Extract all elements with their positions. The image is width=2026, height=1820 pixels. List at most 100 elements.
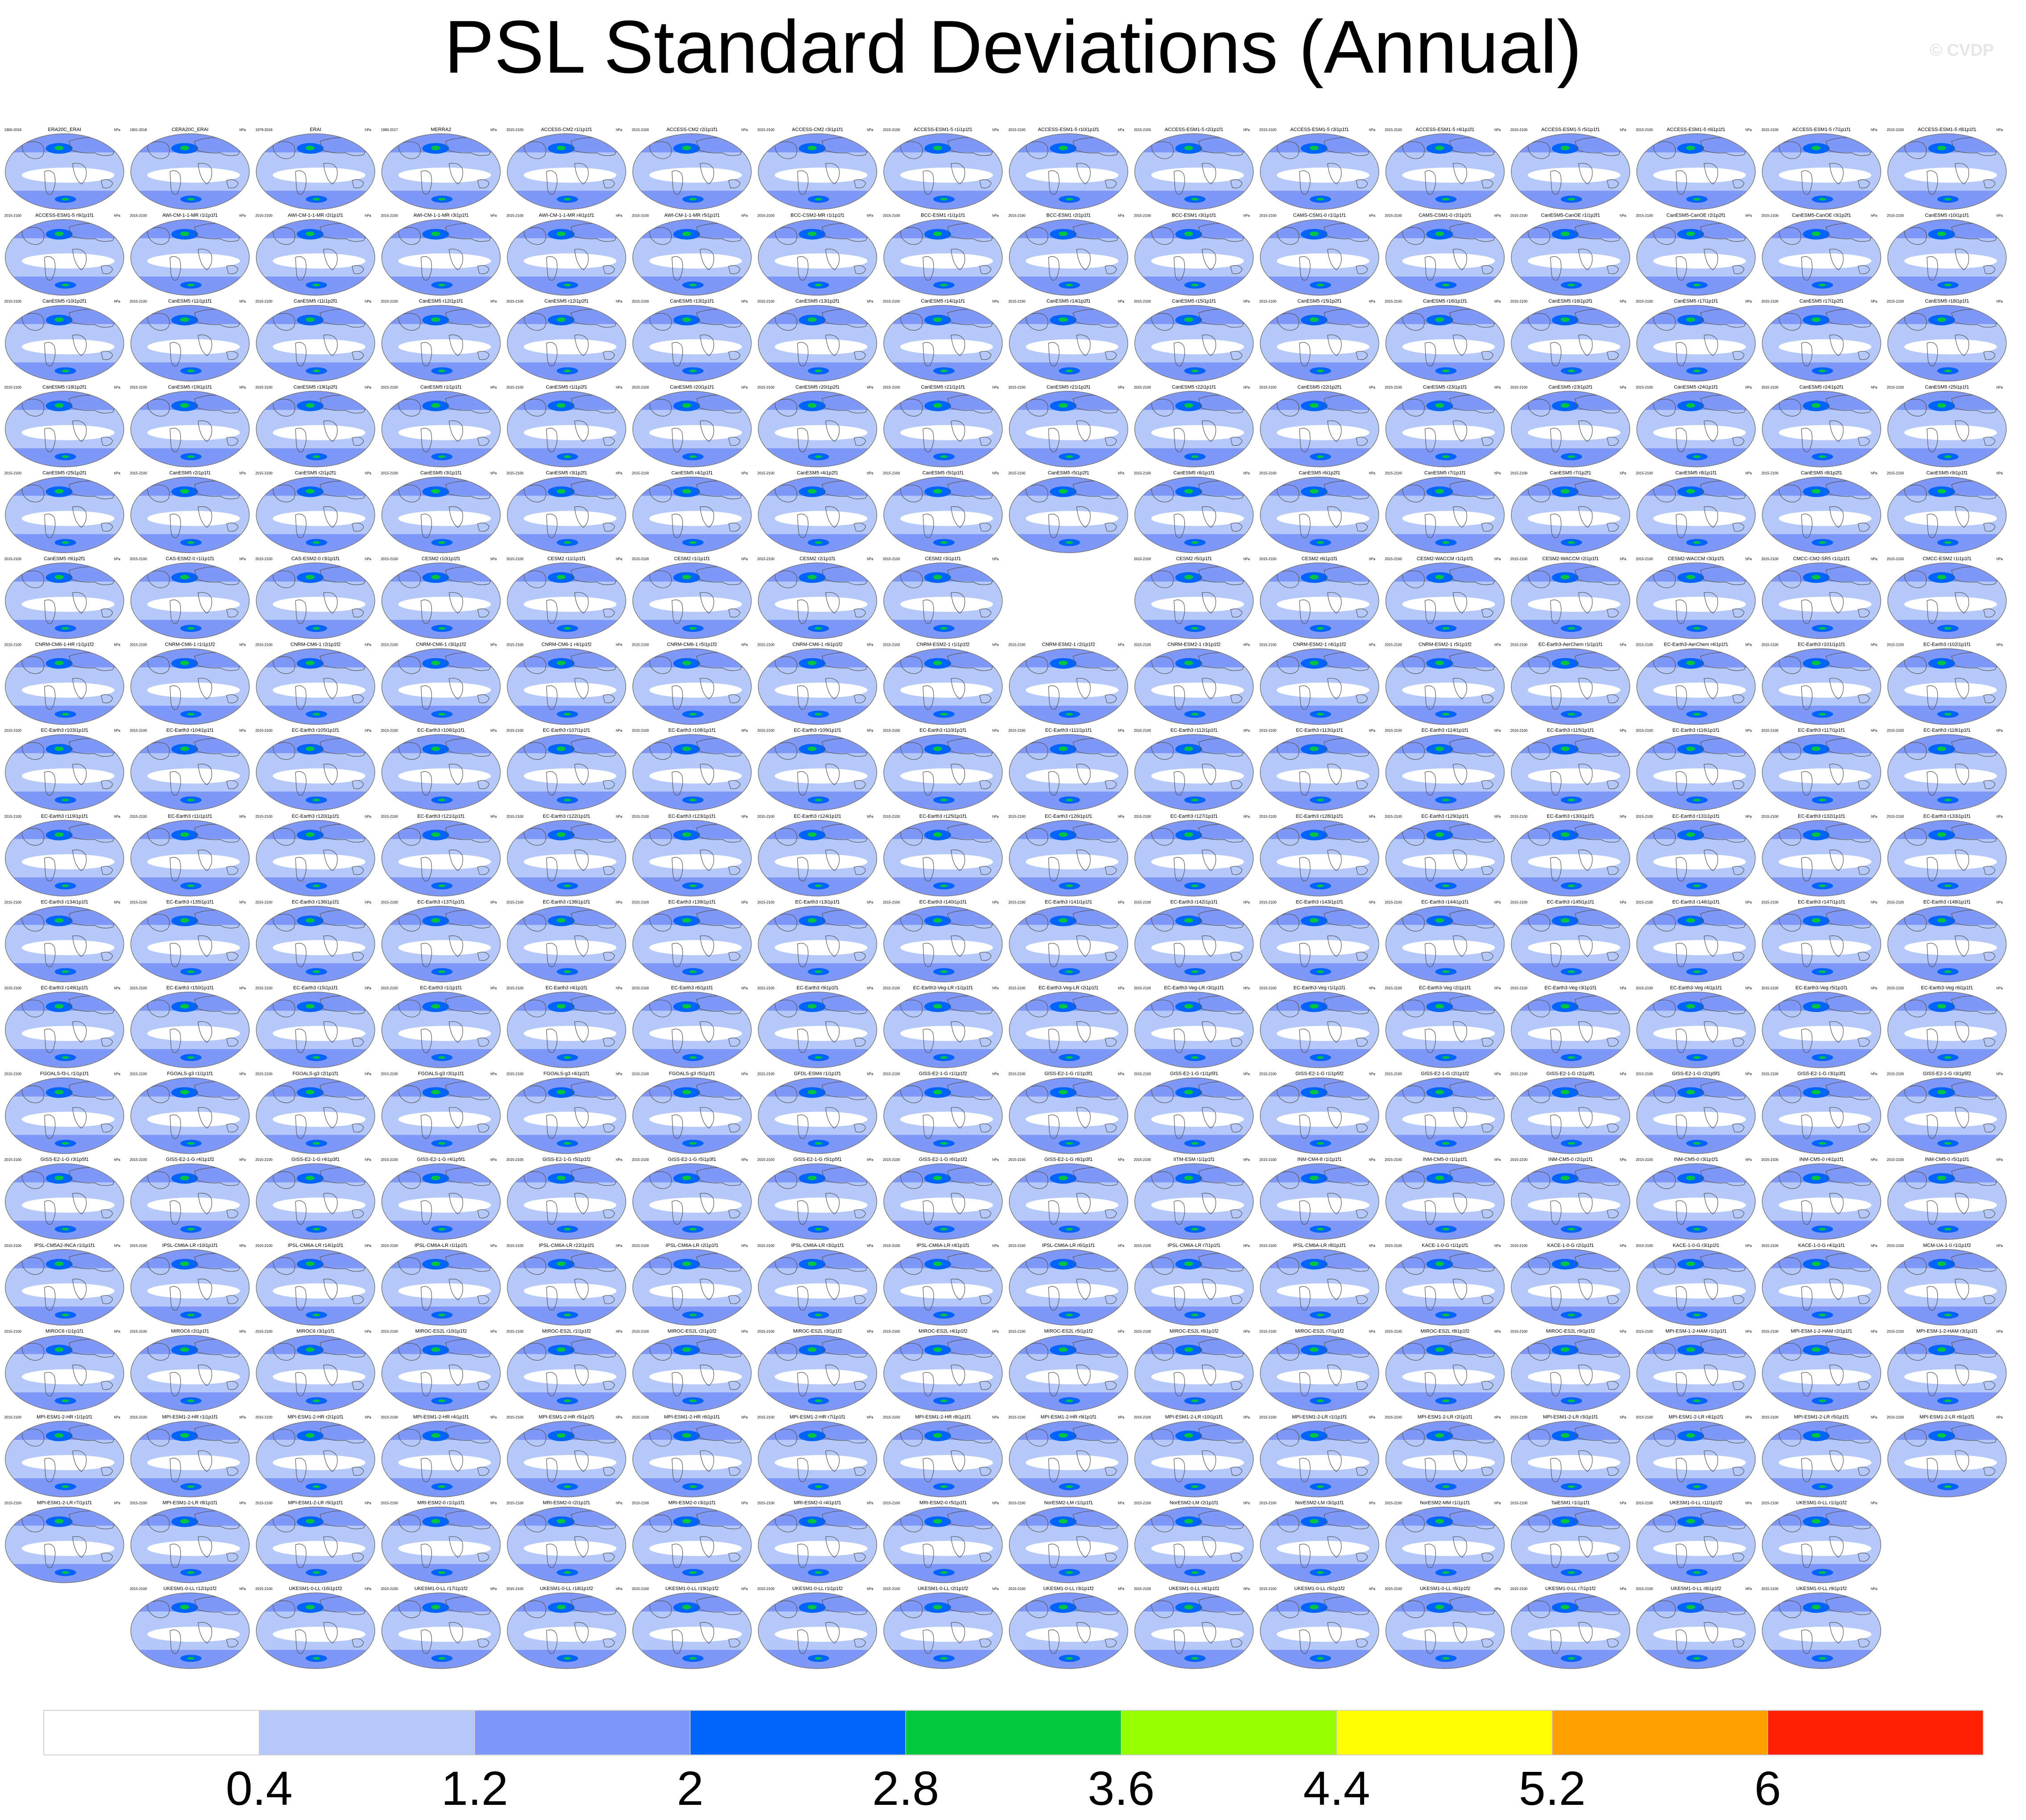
south-peak — [438, 198, 446, 201]
panel-title: MERRA2 — [431, 127, 451, 132]
panel-years: 2015-2100 — [632, 128, 649, 132]
north-peak — [682, 146, 691, 150]
south-peak — [187, 283, 195, 287]
north-peak — [1561, 146, 1570, 150]
map-outline — [381, 133, 501, 210]
colorbar-swatch — [1552, 1710, 1768, 1755]
colorbar-swatch — [474, 1710, 691, 1755]
south-peak — [1819, 198, 1826, 201]
map-panel: ACCESS-ESM1-5 r4i1p1f1 2015-2100 hPa — [1385, 127, 1505, 210]
south-peak — [689, 198, 697, 201]
panel-years: 2015-2100 — [883, 128, 900, 132]
map-outline — [1385, 133, 1505, 210]
panel-years: 2015-2100 — [757, 128, 775, 132]
panel-grid: ERA20C_ERAI 1900-2018 hPa CERA20C_ERAI 1901-… — [4, 127, 2007, 1669]
colorbar-swatch — [905, 1710, 1122, 1755]
chart-title: PSL Standard Deviations (Annual) — [444, 5, 1582, 89]
panel-units: hPa — [490, 128, 497, 132]
map-outline — [1260, 133, 1379, 210]
map-outline — [1009, 133, 1128, 210]
panel-title: ERAI — [310, 127, 321, 132]
map-panel: CERA20C_ERAI 1901-2018 hPa — [130, 127, 250, 210]
north-peak — [1937, 146, 1946, 150]
map-panel: ERAI 1979-2018 hPa — [255, 127, 375, 210]
south-peak — [815, 198, 822, 201]
panel-title: AWI-CM-1-1-MR r2i1p1f1 — [288, 213, 343, 218]
panel-units: hPa — [1745, 128, 1752, 132]
panel-units: hPa — [1243, 128, 1250, 132]
panel-units: hPa — [1871, 128, 1878, 132]
panel-title: AWI-CM-1-1-MR r1i1p1f1 — [162, 213, 217, 218]
panel-title: ACCESS-ESM1-5 r3i1p1f1 — [1290, 127, 1349, 132]
panel-title: ACCESS-ESM1-5 r5i1p1f1 — [1541, 127, 1599, 132]
south-peak — [1316, 198, 1324, 201]
north-peak — [1435, 146, 1444, 150]
map-outline — [1134, 133, 1254, 210]
south-peak — [564, 198, 571, 201]
coastline — [147, 137, 240, 195]
colorbar-swatch — [43, 1710, 260, 1755]
panel-years: 2015-2100 — [255, 214, 273, 218]
colorbar-swatch — [1121, 1710, 1337, 1755]
map-outline — [256, 219, 375, 296]
panel-title: ACCESS-ESM1-5 r7i1p1f1 — [1792, 127, 1850, 132]
colorbar-swatch — [689, 1710, 906, 1755]
panel-title: ACCESS-ESM1-5 r1i1p1f1 — [914, 127, 972, 132]
map-panel: ACCESS-ESM1-5 r1i1p1f1 2015-2100 hPa — [883, 127, 1003, 210]
colorbar-tick-label: 4.4 — [1303, 1761, 1370, 1815]
colorbar-tick-label: 2.8 — [872, 1761, 939, 1815]
panel-title: ACCESS-CM2 r1i1p1f1 — [541, 127, 592, 132]
panel-title: ERA20C_ERAI — [48, 127, 82, 132]
panel-years: 1901-2018 — [130, 128, 147, 132]
map-outline — [1636, 133, 1756, 210]
colorbar-tick-label: 6 — [1754, 1761, 1781, 1815]
panel-years: 1900-2018 — [4, 128, 22, 132]
north-peak — [180, 231, 189, 236]
panel-units: hPa — [1494, 128, 1501, 132]
coastline — [22, 223, 115, 281]
panel-years: 1979-2018 — [255, 128, 273, 132]
panel-title: CERA20C_ERAI — [172, 127, 209, 132]
north-peak — [1309, 146, 1319, 150]
north-peak — [933, 146, 942, 150]
map-outline — [1887, 133, 2007, 210]
colorbar-swatch — [258, 1710, 475, 1755]
north-peak — [1812, 146, 1821, 150]
panel-units: hPa — [1369, 128, 1376, 132]
panel-years: 2015-2100 — [506, 128, 524, 132]
colorbar-tick-label: 1.2 — [441, 1761, 508, 1815]
panel-years: 2015-2100 — [1009, 128, 1026, 132]
colorbar-swatch — [1767, 1710, 1984, 1755]
south-peak — [1944, 198, 1952, 201]
panel-title: ACCESS-ESM1-5 r2i1p1f1 — [1165, 127, 1223, 132]
south-peak — [62, 198, 69, 201]
panel-units: hPa — [1620, 128, 1627, 132]
map-panel: ACCESS-ESM1-5 r2i1p1f1 2015-2100 hPa — [1134, 127, 1254, 210]
panel-years: 2015-2100 — [1259, 128, 1277, 132]
map-outline — [632, 133, 752, 210]
panel-units: hPa — [992, 128, 999, 132]
panel-years: 2015-2100 — [1510, 128, 1528, 132]
panel-years: 2015-2100 — [1134, 128, 1151, 132]
north-peak — [180, 146, 189, 150]
colorbar-tick-label: 5.2 — [1519, 1761, 1586, 1815]
map-panel: ACCESS-ESM1-5 r3i1p1f1 2015-2100 hPa — [1259, 127, 1379, 210]
panel-years: 2015-2100 — [1761, 128, 1779, 132]
north-peak — [808, 146, 817, 150]
panel-units: hPa — [867, 128, 874, 132]
panel-title: ACCESS-ESM1-5 r6i1p1f1 — [1667, 127, 1725, 132]
north-peak — [306, 231, 315, 236]
south-peak — [313, 198, 320, 201]
panel-units: hPa — [365, 128, 372, 132]
colorbar-tick-label: 2 — [677, 1761, 704, 1815]
colorbar-tick-label: 3.6 — [1088, 1761, 1155, 1815]
panel-units: hPa — [1997, 128, 2003, 132]
map-outline — [256, 133, 375, 210]
map-outline — [5, 219, 124, 296]
south-peak — [62, 283, 69, 287]
north-peak — [1184, 146, 1193, 150]
panel-units: hPa — [239, 214, 246, 218]
south-peak — [1442, 198, 1450, 201]
